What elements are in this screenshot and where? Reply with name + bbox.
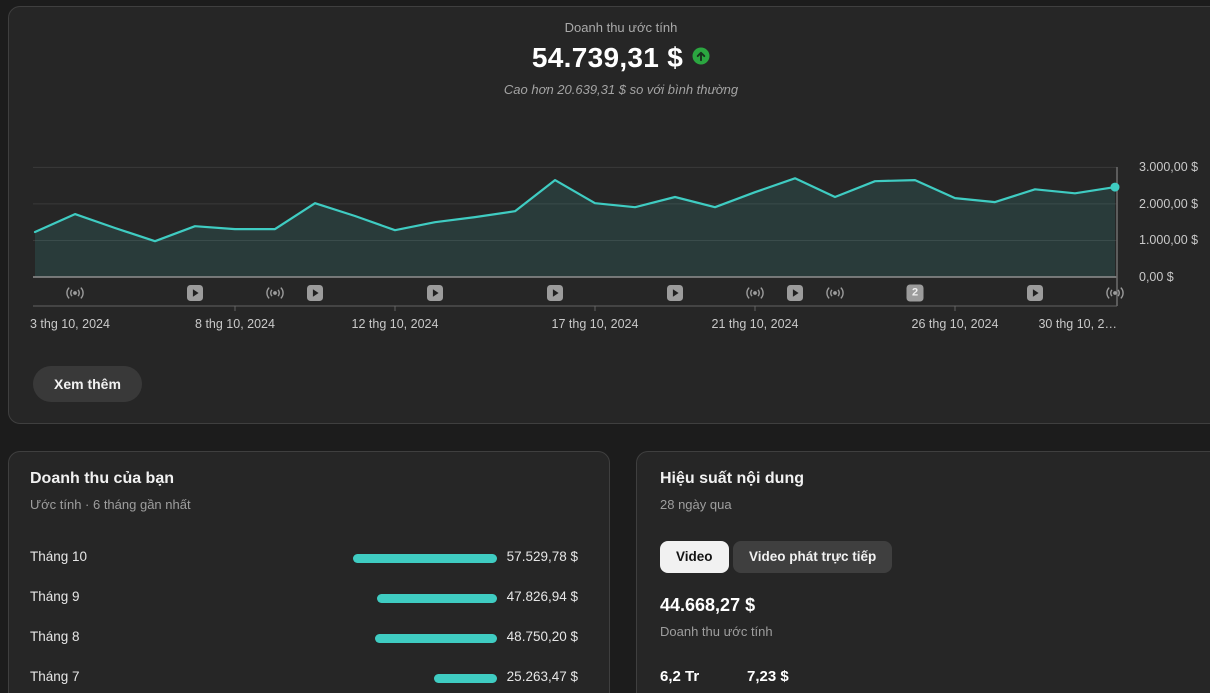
card-title: Hiệu suất nội dung xyxy=(660,470,804,487)
bar-row-value: 57.529,78 $ xyxy=(506,549,578,564)
count-badge-value: 2 xyxy=(906,284,924,302)
bar-row-value: 25.263,47 $ xyxy=(506,669,578,684)
timeline-marker-video-icon[interactable] xyxy=(1027,285,1044,302)
revenue-bar xyxy=(377,593,497,603)
timeline-marker-live-icon[interactable] xyxy=(263,285,287,301)
timeline-marker-video-icon[interactable] xyxy=(307,285,324,302)
y-axis-value-label: 1.000,00 $ xyxy=(1139,233,1199,248)
y-axis-value-label: 0,00 $ xyxy=(1139,270,1174,284)
secondary-metric-right: 7,23 $ xyxy=(747,668,789,685)
your-revenue-card: Doanh thu của bạn Ước tính · 6 tháng gần… xyxy=(8,451,610,693)
summary-value-row: 54.739,31 $ xyxy=(9,42,1210,74)
summary-title: Doanh thu ước tính xyxy=(564,20,678,35)
bar-row-label: Tháng 7 xyxy=(30,669,80,684)
revenue-bar xyxy=(353,553,497,563)
timeline-marker-video-icon[interactable] xyxy=(547,285,564,302)
revenue-bar xyxy=(375,633,497,643)
secondary-metric-left: 6,2 Tr xyxy=(660,668,700,685)
timeline-marker-count-badge[interactable]: 2 xyxy=(906,284,924,302)
summary-header: Doanh thu ước tính 54.739,31 $ Cao hơn 2… xyxy=(9,20,1210,97)
tab-video[interactable]: Video xyxy=(660,541,729,573)
revenue-line-chart xyxy=(33,166,1120,311)
card-subtitle: Ước tính · 6 tháng gần nhất xyxy=(30,497,191,512)
bar-row-label: Tháng 10 xyxy=(30,549,88,564)
revenue-bar xyxy=(434,673,497,683)
see-more-button[interactable]: Xem thêm xyxy=(33,366,142,402)
card-title: Doanh thu của bạn xyxy=(30,470,174,487)
x-axis-date-label: 21 thg 10, 2024 xyxy=(711,317,799,331)
primary-metric-value: 44.668,27 $ xyxy=(660,595,756,615)
primary-metric-label: Doanh thu ước tính xyxy=(660,624,773,639)
timeline-marker-video-icon[interactable] xyxy=(187,285,204,302)
bar-row-label: Tháng 8 xyxy=(30,629,80,644)
card-subtitle: 28 ngày qua xyxy=(660,497,732,512)
x-axis-date-label: 26 thg 10, 2024 xyxy=(911,317,999,331)
bar-row-value: 47.826,94 $ xyxy=(506,589,578,604)
trend-up-icon xyxy=(692,47,710,65)
summary-value: 54.739,31 $ xyxy=(531,42,684,73)
y-axis-value-label: 2.000,00 $ xyxy=(1139,196,1199,211)
x-axis-date-label: 30 thg 10, 2… xyxy=(1038,317,1117,331)
content-performance-card: Hiệu suất nội dung 28 ngày qua Video Vid… xyxy=(636,451,1210,693)
bar-row-label: Tháng 9 xyxy=(30,589,80,604)
bar-row-value: 48.750,20 $ xyxy=(506,629,578,644)
x-axis-date-label: 8 thg 10, 2024 xyxy=(195,317,275,331)
timeline-marker-live-icon[interactable] xyxy=(823,285,847,301)
x-axis-date-label: 12 thg 10, 2024 xyxy=(351,317,439,331)
summary-comparison-note: Cao hơn 20.639,31 $ so với bình thường xyxy=(503,82,739,97)
y-axis-value-label: 3.000,00 $ xyxy=(1139,160,1199,175)
timeline-marker-live-icon[interactable] xyxy=(743,285,767,301)
x-axis-date-label: 3 thg 10, 2024 xyxy=(30,317,110,331)
tab-live-video[interactable]: Video phát trực tiếp xyxy=(733,541,893,573)
x-axis-date-label: 17 thg 10, 2024 xyxy=(551,317,639,331)
timeline-marker-live-icon[interactable] xyxy=(63,285,87,301)
timeline-marker-live-icon[interactable] xyxy=(1103,285,1127,301)
timeline-marker-video-icon[interactable] xyxy=(427,285,444,302)
timeline-marker-video-icon[interactable] xyxy=(787,285,804,302)
timeline-marker-video-icon[interactable] xyxy=(667,285,684,302)
estimated-revenue-card: 2 3 thg 10, 2024 8 thg 10, 2024 12 thg 10, … xyxy=(8,6,1210,424)
